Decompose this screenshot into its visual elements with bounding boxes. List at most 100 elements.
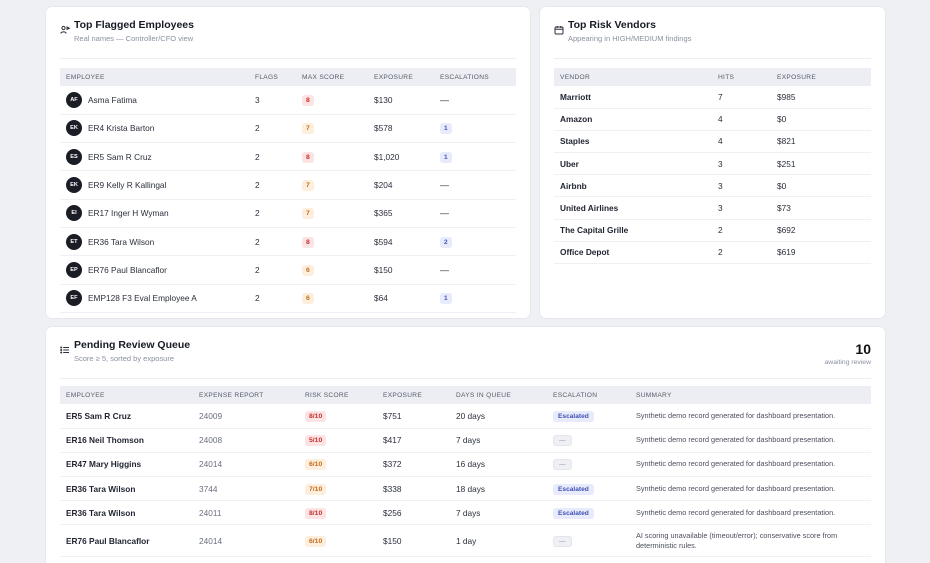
vendor-name-cell: Uber: [554, 152, 712, 176]
table-row[interactable]: EI ER17 Inger H Wyman 2 7 $365 —: [60, 199, 516, 228]
table-row[interactable]: EK ER9 Kelly R Kallingal 2 7 $204 —: [60, 170, 516, 200]
column-header[interactable]: EXPOSURE: [377, 386, 450, 404]
card-header: Top Risk Vendors Appearing in HIGH/MEDIU…: [554, 19, 871, 59]
table-row[interactable]: ER47 Mary Higgins 24014 6/10 $372 16 days — Sy…: [60, 452, 871, 478]
column-header[interactable]: DAYS IN QUEUE: [450, 386, 547, 404]
expense-report-cell: 24011: [193, 500, 299, 526]
column-header[interactable]: EXPOSURE: [368, 68, 434, 86]
employee-name[interactable]: Asma Fatima: [88, 94, 137, 105]
column-header[interactable]: MAX SCORE: [296, 68, 368, 86]
card-title: Top Risk Vendors: [568, 19, 656, 31]
exposure-cell: $365: [368, 199, 434, 228]
column-header[interactable]: EXPENSE REPORT: [193, 386, 299, 404]
vendors-table: VENDOR HITS EXPOSURE Marriott 7 $985 Amazon 4 $…: [554, 68, 871, 265]
employee-cell: ER5 Sam R Cruz: [60, 404, 193, 429]
expense-report-cell: 3744: [193, 476, 299, 502]
employee-info: EK ER9 Kelly R Kallingal: [66, 177, 249, 194]
exposure-cell: $204: [368, 170, 434, 200]
table-row[interactable]: Airbnb 3 $0: [554, 174, 871, 198]
table-row[interactable]: ER16 Neil Thomson 24008 5/10 $417 7 days — Syn…: [60, 428, 871, 453]
table-row[interactable]: ER76 Paul Blancaflor 24014 6/10 $150 1 day — A…: [60, 524, 871, 558]
score-badge: 6: [302, 264, 314, 276]
column-header[interactable]: EXPOSURE: [771, 68, 871, 86]
max-score-cell: 6: [296, 284, 368, 313]
table-row[interactable]: Marriott 7 $985: [554, 86, 871, 109]
employee-name[interactable]: ER5 Sam R Cruz: [88, 151, 152, 162]
column-header[interactable]: VENDOR: [554, 68, 712, 86]
summary-cell: Synthetic demo record generated for dash…: [630, 476, 871, 502]
max-score-cell: 8: [296, 142, 368, 172]
escalation-status-badge: —: [553, 535, 572, 547]
max-score-cell: 8: [296, 86, 368, 115]
risk-score-cell: 5/10: [299, 428, 377, 453]
summary-cell: Synthetic demo record generated for dash…: [630, 452, 871, 478]
column-header[interactable]: RISK SCORE: [299, 386, 377, 404]
exposure-cell: $130: [368, 86, 434, 115]
employee-cell: ES ER5 Sam R Cruz: [60, 142, 249, 172]
score-badge: 6: [302, 293, 314, 305]
table-row[interactable]: AF Asma Fatima 3 8 $130 —: [60, 86, 516, 115]
column-header[interactable]: EMPLOYEE: [60, 68, 249, 86]
table-row[interactable]: Staples 4 $821: [554, 130, 871, 154]
employee-name[interactable]: ER76 Paul Blancaflor: [88, 264, 167, 275]
table-row[interactable]: EP ER76 Paul Blancaflor 2 6 $150 —: [60, 255, 516, 285]
table-row[interactable]: ER36 Tara Wilson 3744 7/10 $338 18 days Escal…: [60, 476, 871, 502]
employee-name[interactable]: ER36 Tara Wilson: [88, 236, 155, 247]
calendar-store-icon: [554, 26, 564, 35]
expense-report-cell: 24014: [193, 452, 299, 478]
table-row[interactable]: ET ER36 Tara Wilson 2 8 $594 2: [60, 227, 516, 257]
exposure-cell: $0: [771, 174, 871, 198]
table-row[interactable]: United Airlines 3 $73: [554, 196, 871, 220]
column-header[interactable]: ESCALATIONS: [434, 68, 516, 86]
hits-cell: 3: [712, 174, 771, 198]
table-row[interactable]: ES ER5 Sam R Cruz 2 8 $1,020 1: [60, 142, 516, 172]
hits-cell: 3: [712, 152, 771, 176]
table-row[interactable]: ER36 Tara Wilson 24011 8/10 $256 7 days Escal…: [60, 500, 871, 526]
table-row[interactable]: EF EMP128 F3 Eval Employee A 2 6 $64 1: [60, 284, 516, 313]
employee-info: EF EMP128 F3 Eval Employee A: [66, 290, 249, 307]
expense-report-cell: 24008: [193, 428, 299, 453]
escalations-cell: 1: [434, 284, 516, 313]
table-row[interactable]: Amazon 4 $0: [554, 108, 871, 131]
card-header: Pending Review Queue Score ≥ 5, sorted b…: [60, 339, 871, 379]
column-header[interactable]: ESCALATION: [547, 386, 630, 404]
column-header[interactable]: EMPLOYEE: [60, 386, 193, 404]
escalation-cell: —: [547, 452, 630, 478]
column-header[interactable]: HITS: [712, 68, 771, 86]
escalation-count-badge: 2: [440, 236, 452, 248]
table-row[interactable]: Office Depot 2 $619: [554, 241, 871, 265]
card-subtitle: Score ≥ 5, sorted by exposure: [74, 354, 175, 363]
no-escalation-dash: —: [440, 180, 449, 191]
exposure-cell: $692: [771, 219, 871, 242]
hits-cell: 2: [712, 219, 771, 242]
employee-name[interactable]: EMP128 F3 Eval Employee A: [88, 293, 197, 304]
employee-name[interactable]: ER17 Inger H Wyman: [88, 208, 169, 219]
flags-cell: 2: [249, 170, 296, 200]
escalation-status-badge: —: [553, 435, 572, 447]
employee-cell: ER36 Tara Wilson: [60, 500, 193, 526]
avatar: EP: [66, 261, 82, 278]
employee-info: EI ER17 Inger H Wyman: [66, 205, 249, 222]
employee-cell: AF Asma Fatima: [60, 86, 249, 115]
employee-cell: ER36 Tara Wilson: [60, 476, 193, 502]
hits-cell: 4: [712, 108, 771, 131]
employee-info: EK ER4 Krista Barton: [66, 120, 249, 137]
employee-cell: ER16 Neil Thomson: [60, 428, 193, 453]
column-header[interactable]: SUMMARY: [630, 386, 871, 404]
exposure-cell: $751: [377, 404, 450, 429]
card-title: Top Flagged Employees: [74, 19, 194, 31]
escalations-cell: 1: [434, 142, 516, 172]
escalations-cell: —: [434, 255, 516, 285]
table-row[interactable]: Uber 3 $251: [554, 152, 871, 176]
top-flagged-employees-card: Top Flagged Employees Real names — Contr…: [46, 7, 530, 318]
score-badge: 8: [302, 151, 314, 163]
column-header[interactable]: FLAGS: [249, 68, 296, 86]
employee-cell: ER76 Paul Blancaflor: [60, 524, 193, 558]
employee-name[interactable]: ER9 Kelly R Kallingal: [88, 180, 167, 191]
table-row[interactable]: ER5 Sam R Cruz 24009 8/10 $751 20 days Escala…: [60, 404, 871, 429]
table-row[interactable]: EK ER4 Krista Barton 2 7 $578 1: [60, 114, 516, 144]
flags-cell: 3: [249, 86, 296, 115]
expense-report-cell: 24014: [193, 524, 299, 558]
employee-name[interactable]: ER4 Krista Barton: [88, 123, 155, 134]
table-row[interactable]: The Capital Grille 2 $692: [554, 219, 871, 242]
